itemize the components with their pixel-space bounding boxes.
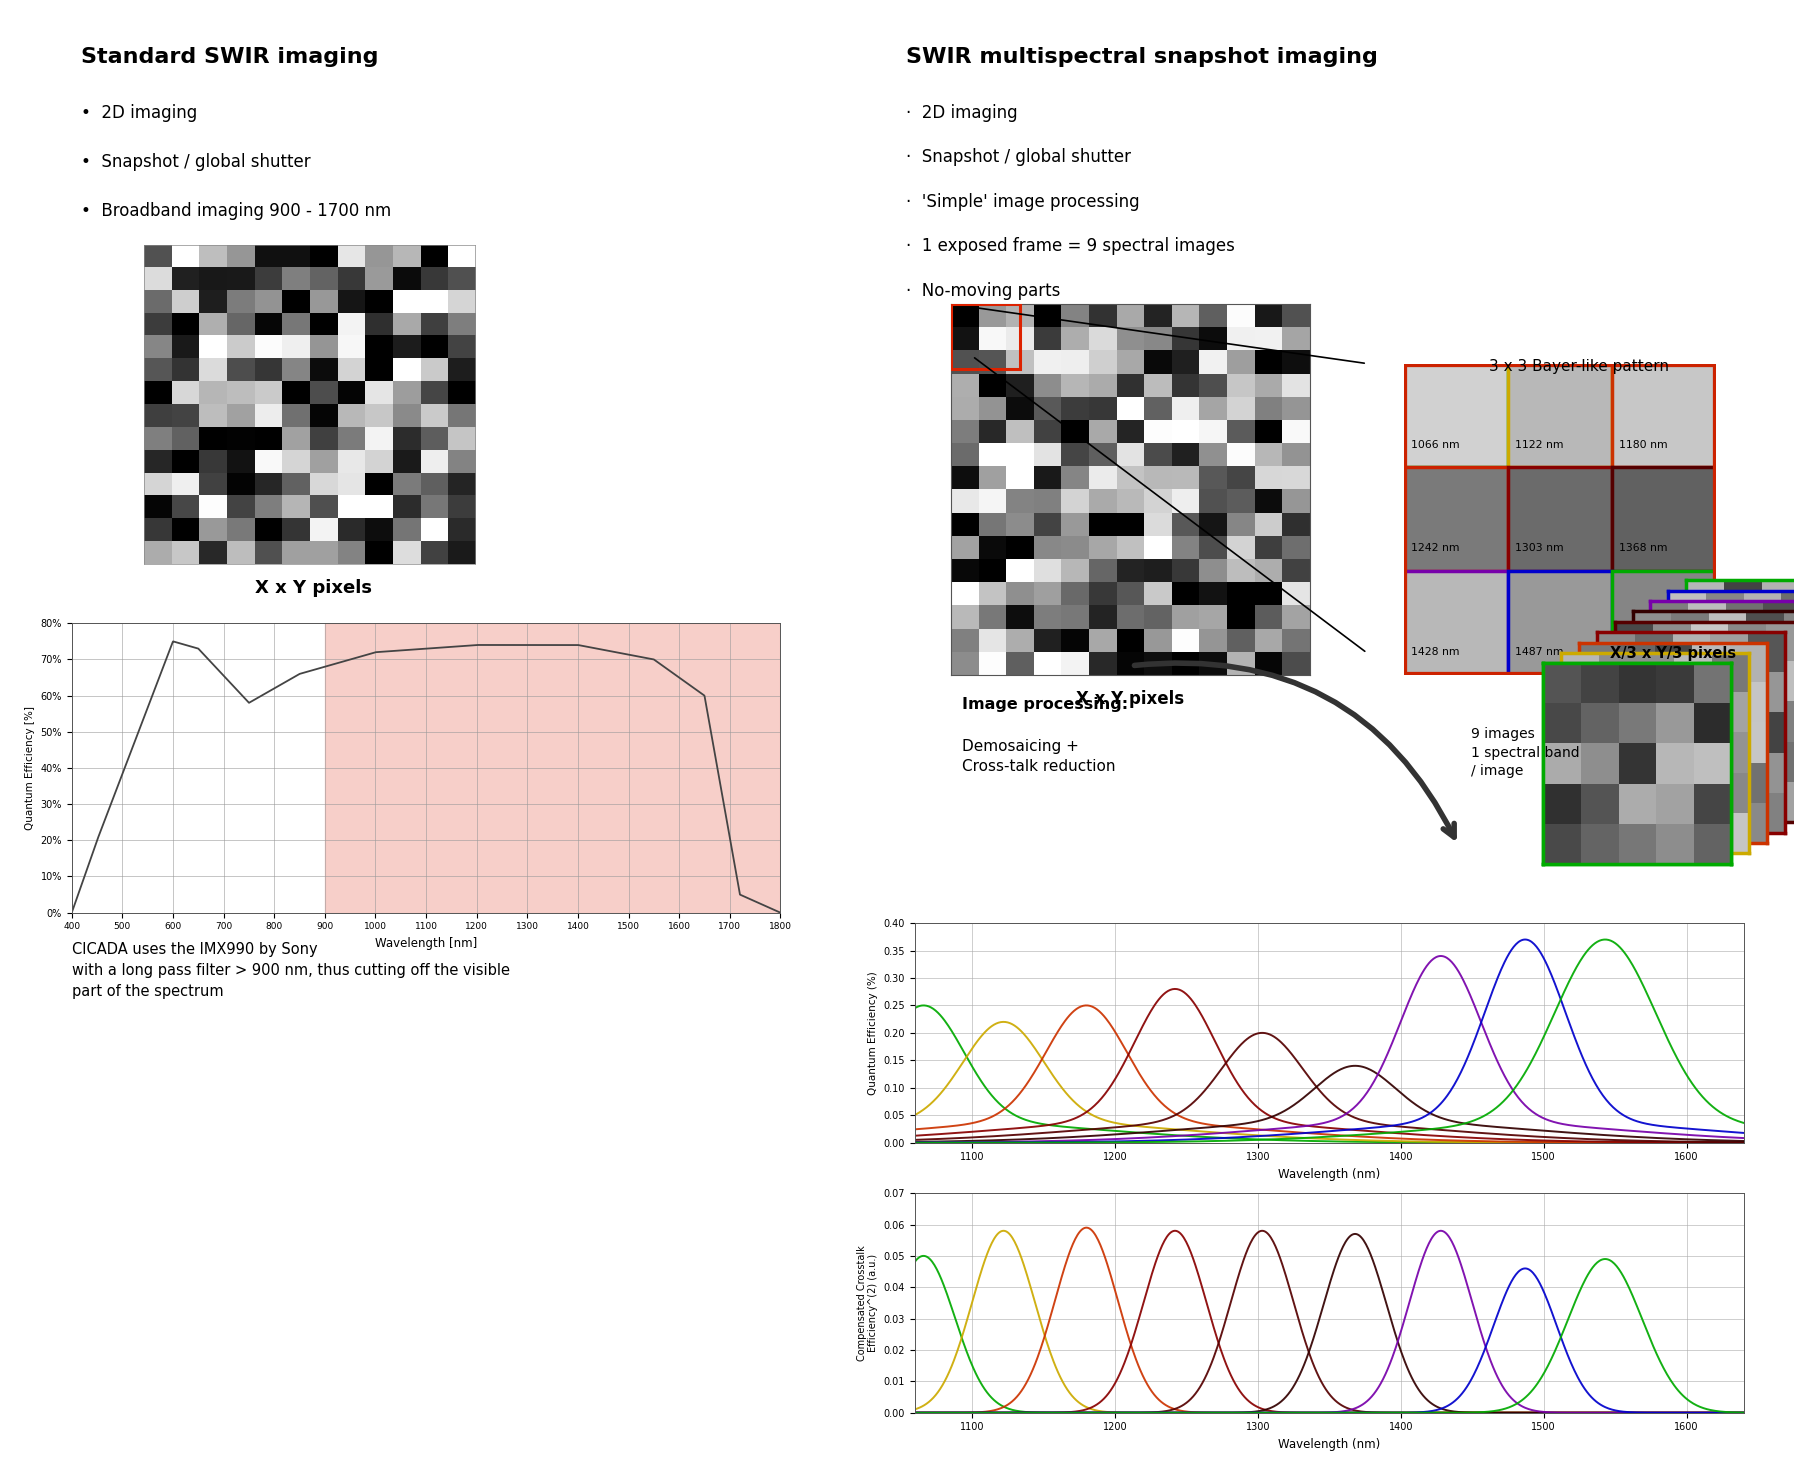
Text: 1180 nm: 1180 nm bbox=[1620, 439, 1668, 450]
X-axis label: Wavelength (nm): Wavelength (nm) bbox=[1279, 1438, 1380, 1451]
Text: SWIR multispectral snapshot imaging: SWIR multispectral snapshot imaging bbox=[906, 47, 1378, 67]
Text: Image processing:: Image processing: bbox=[962, 697, 1128, 712]
Text: 1122 nm: 1122 nm bbox=[1516, 439, 1564, 450]
Text: CICADA uses the IMX990 by Sony
with a long pass filter > 900 nm, thus cutting of: CICADA uses the IMX990 by Sony with a lo… bbox=[72, 942, 509, 999]
Text: 1368 nm: 1368 nm bbox=[1620, 543, 1668, 554]
Text: ·  'Simple' image processing: · 'Simple' image processing bbox=[906, 193, 1139, 211]
Text: ·  2D imaging: · 2D imaging bbox=[906, 104, 1017, 122]
X-axis label: Wavelength (nm): Wavelength (nm) bbox=[1279, 1168, 1380, 1181]
Text: ·  No-moving parts: · No-moving parts bbox=[906, 282, 1060, 300]
Text: X x Y pixels: X x Y pixels bbox=[255, 579, 373, 597]
Bar bbox=[1509, 467, 1611, 571]
Y-axis label: Quantum Efficiency [%]: Quantum Efficiency [%] bbox=[25, 706, 34, 830]
Text: 1066 nm: 1066 nm bbox=[1412, 439, 1460, 450]
Bar bbox=[1611, 571, 1715, 675]
Text: ·  1 exposed frame = 9 spectral images: · 1 exposed frame = 9 spectral images bbox=[906, 237, 1234, 255]
Bar bbox=[951, 304, 1019, 370]
Text: X/3 x Y/3 pixels: X/3 x Y/3 pixels bbox=[1611, 646, 1737, 660]
Bar bbox=[1405, 364, 1509, 467]
Bar bbox=[1611, 364, 1715, 467]
Bar bbox=[1611, 467, 1715, 571]
Text: X x Y pixels: X x Y pixels bbox=[1076, 690, 1184, 708]
Bar bbox=[1405, 467, 1509, 571]
Text: ·  Snapshot / global shutter: · Snapshot / global shutter bbox=[906, 148, 1130, 166]
Y-axis label: Compensated Crosstalk
Efficiency^(2) (a.u.): Compensated Crosstalk Efficiency^(2) (a.… bbox=[856, 1245, 877, 1361]
Text: 1303 nm: 1303 nm bbox=[1516, 543, 1564, 554]
Bar bbox=[1405, 571, 1509, 675]
Text: Demosaicing +
Cross-talk reduction: Demosaicing + Cross-talk reduction bbox=[962, 739, 1116, 773]
Text: Standard SWIR imaging: Standard SWIR imaging bbox=[81, 47, 379, 67]
Text: •  2D imaging: • 2D imaging bbox=[81, 104, 197, 122]
Text: 1242 nm: 1242 nm bbox=[1412, 543, 1460, 554]
Bar bbox=[325, 623, 780, 913]
Text: 3 x 3 Bayer-like pattern: 3 x 3 Bayer-like pattern bbox=[1489, 359, 1668, 374]
Text: 1543 nm: 1543 nm bbox=[1620, 647, 1668, 657]
Text: 9 images
1 spectral band
/ image: 9 images 1 spectral band / image bbox=[1471, 727, 1581, 778]
Y-axis label: Quantum Efficiency (%): Quantum Efficiency (%) bbox=[868, 971, 877, 1095]
Text: 1428 nm: 1428 nm bbox=[1412, 647, 1460, 657]
X-axis label: Wavelength [nm]: Wavelength [nm] bbox=[375, 936, 477, 950]
Text: •  Broadband imaging 900 - 1700 nm: • Broadband imaging 900 - 1700 nm bbox=[81, 202, 391, 220]
Bar bbox=[1509, 571, 1611, 675]
Bar bbox=[1509, 364, 1611, 467]
Text: 1487 nm: 1487 nm bbox=[1516, 647, 1564, 657]
Text: •  Snapshot / global shutter: • Snapshot / global shutter bbox=[81, 153, 310, 171]
